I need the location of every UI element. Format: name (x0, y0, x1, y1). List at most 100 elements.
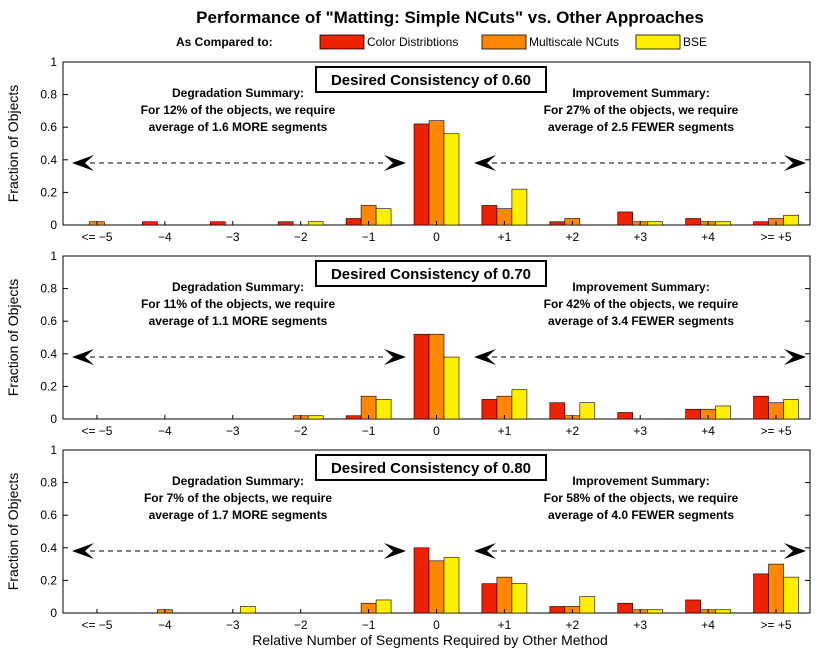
bar-1-s1 (345, 218, 362, 226)
x-tick-label: +2 (565, 230, 579, 244)
improvement-summary-line: For 27% of the objects, we require (544, 103, 739, 117)
x-tick-label: >= +5 (761, 230, 792, 244)
y-tick-label: 0.8 (40, 88, 57, 102)
bar-+1-s3 (511, 389, 528, 420)
y-tick-label: 0.6 (40, 314, 57, 328)
bar-3-s3 (239, 606, 256, 614)
improvement-summary-line: Improvement Summary: (572, 474, 709, 488)
x-tick-label: <= −5 (81, 424, 112, 438)
y-tick-label: 1 (50, 443, 57, 457)
legend-label-color-distributions: Color Distribtions (367, 35, 458, 49)
bar-+1-s3 (511, 583, 528, 614)
improvement-arrow-right-head (784, 155, 806, 172)
consistency-box (315, 260, 547, 287)
bar-2-s1 (277, 221, 294, 226)
y-tick-label: 1 (50, 55, 57, 69)
bar-+3-s3 (647, 221, 664, 226)
consistency-title: Desired Consistency of 0.80 (331, 460, 531, 477)
bar-+1-s1 (481, 399, 498, 420)
bar-0-s1 (413, 547, 430, 614)
x-tick-label: −1 (362, 424, 376, 438)
bar-0-s1 (413, 123, 430, 226)
bar-0-s2 (428, 560, 445, 614)
bar-2-s3 (307, 415, 324, 420)
x-tick-label: −1 (362, 618, 376, 632)
bar-+1-s2 (496, 576, 513, 614)
bar-+3-s1 (617, 412, 634, 420)
bar-+5-s1 (753, 395, 769, 420)
y-axis-label: Fraction of Objects (5, 473, 21, 591)
bar-+3-s3 (647, 609, 664, 614)
improvement-summary-line: For 42% of the objects, we require (544, 297, 739, 311)
y-axis-label: Fraction of Objects (5, 85, 21, 203)
bar-+5-s3 (783, 399, 799, 420)
bar-+4-s1 (685, 408, 701, 420)
x-tick-label: <= −5 (81, 618, 112, 632)
x-tick-label: 0 (433, 618, 440, 632)
degradation-summary-line: For 12% of the objects, we require (141, 103, 336, 117)
x-tick-label: +1 (498, 424, 512, 438)
bar-+5-s3 (783, 576, 799, 614)
x-tick-label: 0 (433, 424, 440, 438)
degradation-summary-line: Degradation Summary: (172, 86, 304, 100)
bar-1-s3 (375, 208, 392, 226)
y-tick-label: 0 (50, 606, 57, 620)
bar-+2-s3 (579, 402, 596, 420)
bar-0-s3 (443, 356, 460, 420)
x-tick-label: +1 (498, 230, 512, 244)
panel-2: 0 0.2 0.4 0.6 0.8 1 Fraction of Objects <= −5 −4… (5, 249, 811, 438)
x-tick-label: >= +5 (761, 618, 792, 632)
improvement-arrow-right-head (784, 349, 806, 366)
degradation-summary-line: For 7% of the objects, we require (144, 491, 332, 505)
legend-heading: As Compared to: (176, 35, 273, 49)
degradation-arrow-left-head (72, 155, 94, 172)
y-tick-label: 0.6 (40, 508, 57, 522)
y-tick-label: 0.6 (40, 120, 57, 134)
panel-3: 0 0.2 0.4 0.6 0.8 1 Fraction of Objects <= −5 −4… (5, 443, 811, 632)
x-tick-label: −1 (362, 230, 376, 244)
y-tick-label: 0.8 (40, 282, 57, 296)
legend: As Compared to: Color Distribtions Multi… (176, 34, 707, 50)
bar-+2-s1 (549, 221, 566, 226)
x-axis-label: Relative Number of Segments Required by … (252, 632, 608, 648)
bar-2-s3 (307, 221, 324, 226)
bar-+4-s3 (715, 609, 731, 614)
legend-label-multiscale-ncuts: Multiscale NCuts (529, 35, 619, 49)
bar-+5-s1 (753, 573, 769, 614)
x-tick-label: +4 (701, 424, 715, 438)
improvement-summary-line: average of 2.5 FEWER segments (548, 120, 734, 134)
y-tick-label: 0.2 (40, 185, 57, 199)
bar-3-s1 (209, 221, 226, 226)
y-tick-label: 0.4 (40, 153, 57, 167)
consistency-title: Desired Consistency of 0.60 (331, 72, 531, 89)
improvement-summary-line: Improvement Summary: (572, 86, 709, 100)
x-tick-label: −4 (158, 618, 172, 632)
x-tick-label: +1 (498, 618, 512, 632)
legend-swatch-color-distributions (319, 34, 365, 50)
x-tick-label: −3 (226, 618, 240, 632)
figure-title: Performance of "Matting: Simple NCuts" v… (196, 8, 704, 27)
x-tick-label: +3 (633, 618, 647, 632)
bar-+3-s1 (617, 211, 634, 226)
degradation-arrow-right-head (384, 155, 406, 172)
degradation-summary-line: average of 1.6 MORE segments (149, 120, 328, 134)
bar-+4-s1 (685, 599, 701, 614)
bar-+5-s3 (783, 214, 799, 226)
x-tick-label: −4 (158, 424, 172, 438)
improvement-arrow-left-head (474, 543, 496, 560)
bar-0-s2 (428, 333, 445, 420)
x-tick-label: +3 (633, 230, 647, 244)
degradation-summary-line: Degradation Summary: (172, 474, 304, 488)
degradation-arrow-left-head (72, 349, 94, 366)
x-tick-label: −2 (294, 230, 308, 244)
bar-+4-s1 (685, 218, 701, 226)
x-tick-label: >= +5 (761, 424, 792, 438)
improvement-arrow-left-head (474, 349, 496, 366)
bar-1-s3 (375, 399, 392, 420)
bar-0-s3 (443, 557, 460, 614)
x-tick-label: +4 (701, 230, 715, 244)
x-tick-label: −3 (226, 230, 240, 244)
y-tick-label: 1 (50, 249, 57, 263)
improvement-arrow-right-head (784, 543, 806, 560)
